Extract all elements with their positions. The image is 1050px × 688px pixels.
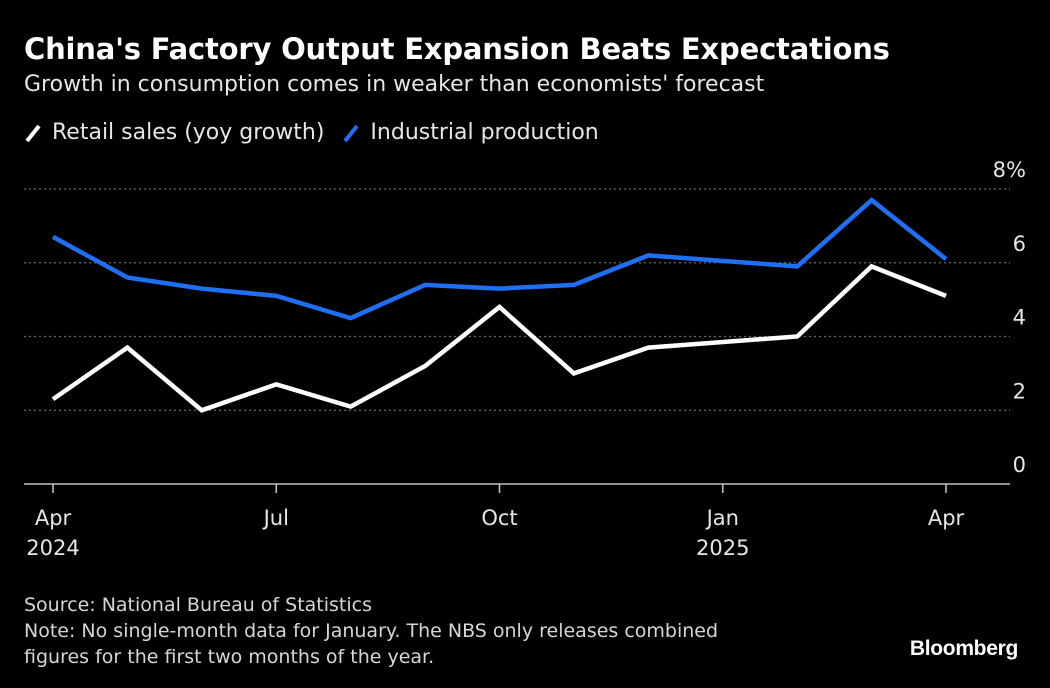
footnote-line-2: figures for the first two months of the … (24, 646, 435, 668)
y-tick-label-0: 0 (1013, 453, 1026, 477)
grid-layer: 0 2 4 6 8% (24, 158, 1026, 477)
legend-label-industrial: Industrial production (370, 120, 599, 145)
footer: Source: National Bureau of Statistics No… (24, 592, 718, 670)
x-tick-label-2: Oct (481, 506, 517, 530)
series-line-industrial (51, 197, 948, 321)
legend-item-industrial: Industrial production (342, 120, 599, 145)
series-layer (51, 197, 948, 413)
chart-title: China's Factory Output Expansion Beats E… (24, 32, 890, 66)
legend: Retail sales (yoy growth) Industrial pro… (24, 120, 617, 145)
series-line-retail (51, 263, 947, 413)
bloomberg-logo: Bloomberg (909, 637, 1018, 660)
y-tick-label-6: 6 (1013, 232, 1026, 256)
y-tick-label-4: 4 (1013, 306, 1026, 330)
source-note: Source: National Bureau of Statistics (24, 594, 373, 616)
x-tick-label-3: Jan (705, 506, 739, 530)
x-tick-label-1: Jul (262, 506, 289, 530)
x-tick-label-0: Apr (35, 506, 72, 530)
legend-item-retail: Retail sales (yoy growth) (24, 120, 324, 145)
y-tick-label-8: 8% (993, 158, 1026, 182)
legend-label-retail: Retail sales (yoy growth) (52, 120, 325, 145)
x-tick-year-label-3: 2025 (696, 536, 749, 560)
legend-swatch-industrial (343, 124, 359, 142)
y-tick-label-2: 2 (1013, 379, 1026, 403)
x-axis: Apr 2024 Jul Oct Jan 2025 Apr (24, 483, 1010, 560)
x-tick-label-4: Apr (928, 506, 965, 530)
x-tick-year-label-0: 2024 (26, 536, 79, 560)
chart-subtitle: Growth in consumption comes in weaker th… (24, 72, 765, 97)
legend-swatch-retail (25, 124, 41, 142)
footnote-line-1: Note: No single-month data for January. … (24, 620, 719, 642)
